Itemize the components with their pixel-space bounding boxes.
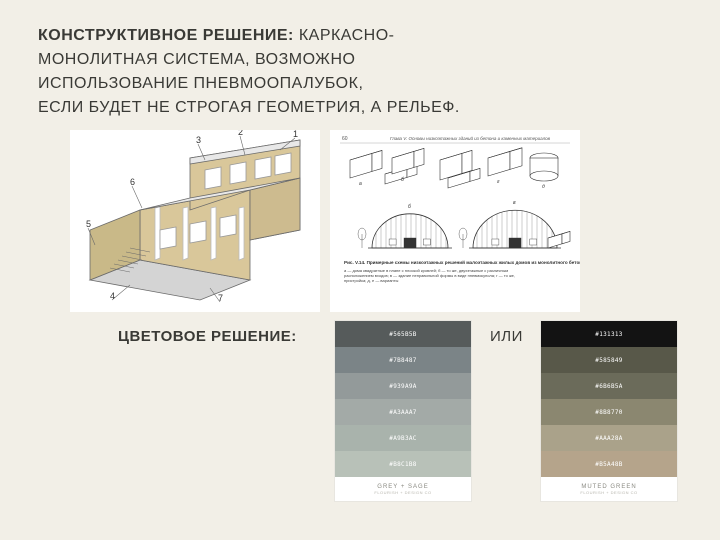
color-swatch: #7B8487 [335,347,471,373]
palette-caption: GREY + SAGEFLOURISH + DESIGN CO [335,477,471,501]
color-swatch: #A3AAA7 [335,399,471,425]
svg-text:2: 2 [238,130,243,137]
heading-block: КОНСТРУКТИВНОЕ РЕШЕНИЕ: КАРКАСНО-МОНОЛИТ… [38,24,558,120]
color-swatch: #A9B3AC [335,425,471,451]
svg-text:5: 5 [86,219,91,229]
building-svg: 1 2 3 4 5 6 7 [70,130,320,312]
color-swatch: #939A9A [335,373,471,399]
svg-text:60: 60 [342,136,348,142]
color-swatch: #6B6B5A [541,373,677,399]
diagram-svg: 60 Глава V. Основы низкоэтажных зданий из… [330,130,580,312]
palette-caption: MUTED GREENFLOURISH + DESIGN CO [541,477,677,501]
svg-text:4: 4 [110,291,115,301]
palette-muted-green: #131313#585849#6B6B5A#8B8770#AAA28A#B5A4… [540,320,678,502]
color-swatch: #565B5B [335,321,471,347]
svg-text:6: 6 [130,177,135,187]
svg-text:д: д [542,184,545,190]
color-swatch: #AAA28A [541,425,677,451]
svg-text:1: 1 [293,130,298,139]
svg-text:Глава V. Основы низкоэтажных з: Глава V. Основы низкоэтажных зданий из б… [390,135,551,141]
color-swatch: #B8C1B8 [335,451,471,477]
color-swatch: #8B8770 [541,399,677,425]
svg-text:б: б [401,177,404,183]
palette-grey-sage: #565B5B#7B8487#939A9A#A3AAA7#A9B3AC#B8C1… [334,320,472,502]
figure-diagram: 60 Глава V. Основы низкоэтажных зданий из… [330,130,580,312]
svg-text:г: г [497,179,500,185]
heading-bold: КОНСТРУКТИВНОЕ РЕШЕНИЕ: [38,27,294,44]
color-section-or: ИЛИ [490,328,523,345]
color-section-title: ЦВЕТОВОЕ РЕШЕНИЕ: [118,328,297,345]
svg-text:в: в [513,200,516,206]
svg-text:б: б [408,204,411,210]
svg-text:пристройка; д, е — варианты: пристройка; д, е — варианты [344,278,398,283]
svg-text:7: 7 [218,293,223,303]
color-swatch: #131313 [541,321,677,347]
svg-text:Рис. V.14. Примерные схемы низ: Рис. V.14. Примерные схемы низкоэтажных … [344,259,580,265]
color-swatch: #B5A48B [541,451,677,477]
figure-building: 1 2 3 4 5 6 7 [70,130,320,312]
svg-text:3: 3 [196,135,201,145]
svg-text:a: a [359,181,362,187]
color-swatch: #585849 [541,347,677,373]
